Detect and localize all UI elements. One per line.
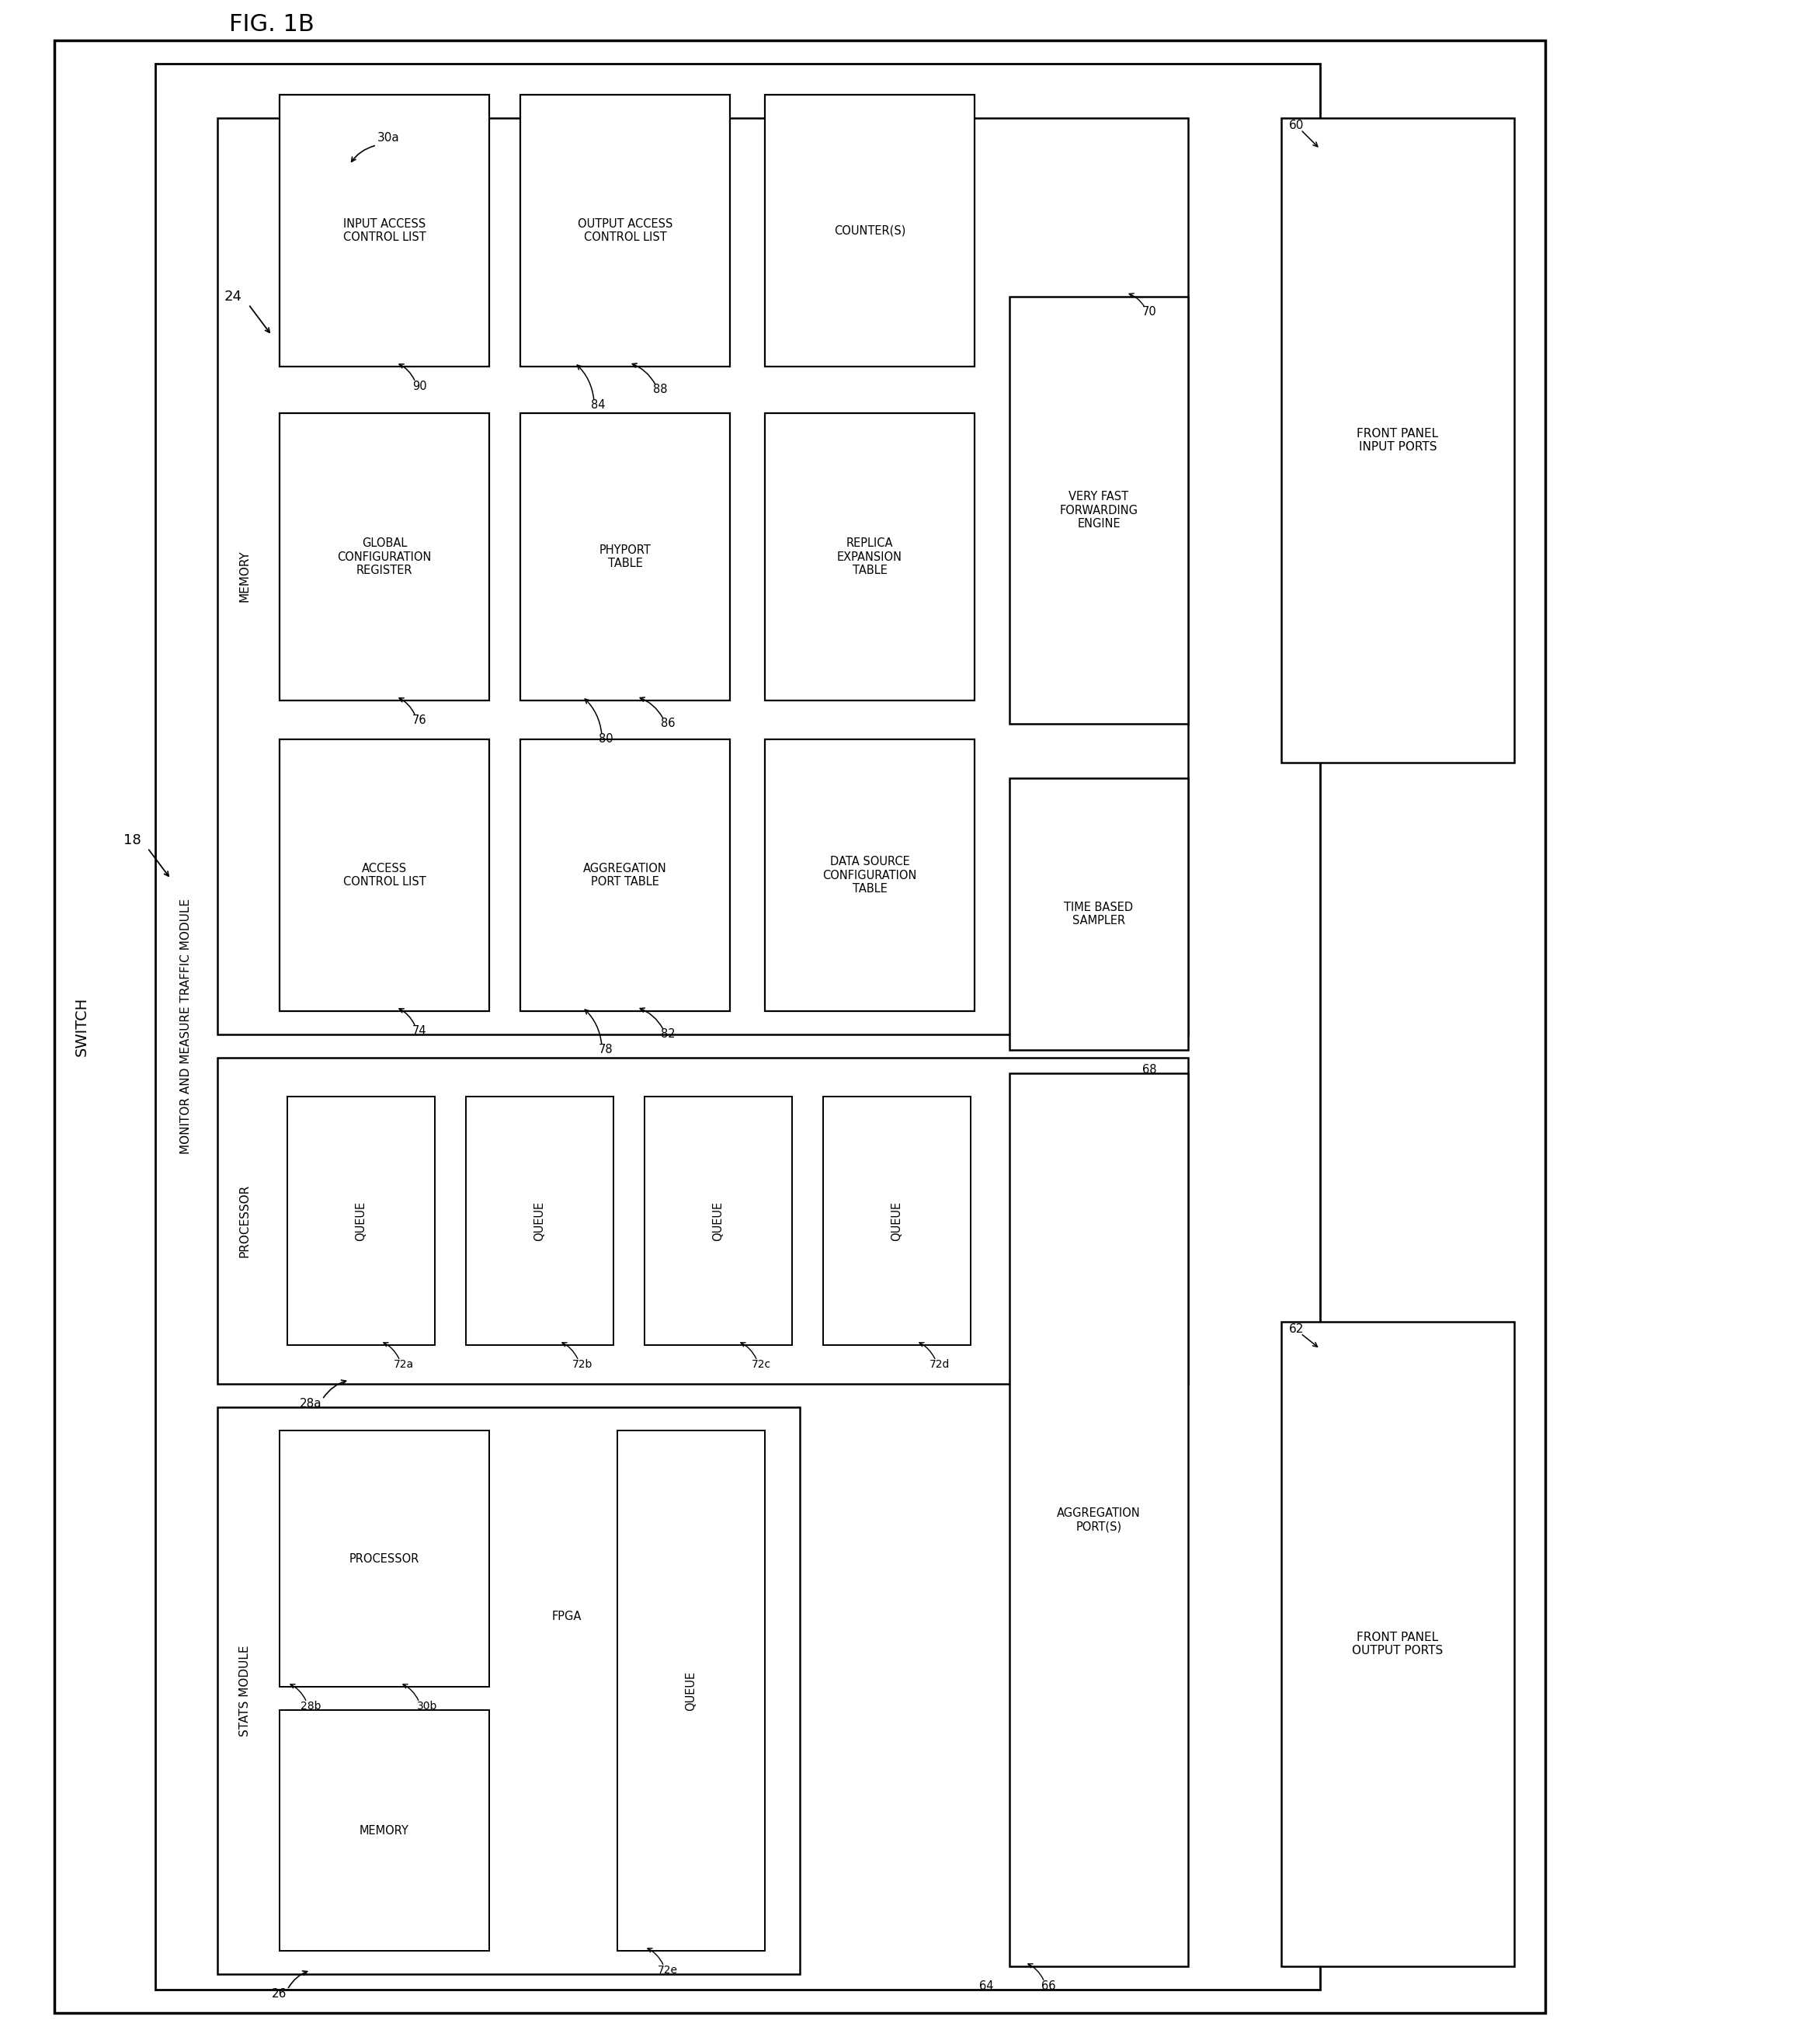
FancyBboxPatch shape	[217, 1406, 800, 1975]
Text: 80: 80	[599, 734, 613, 746]
Text: MONITOR AND MEASURE TRAFFIC MODULE: MONITOR AND MEASURE TRAFFIC MODULE	[181, 899, 192, 1155]
FancyBboxPatch shape	[520, 94, 730, 366]
FancyBboxPatch shape	[644, 1096, 793, 1345]
Text: 62: 62	[1289, 1325, 1304, 1335]
Text: 86: 86	[660, 717, 674, 730]
FancyBboxPatch shape	[766, 94, 975, 366]
Text: TIME BASED
SAMPLER: TIME BASED SAMPLER	[1065, 901, 1133, 926]
FancyBboxPatch shape	[280, 1711, 489, 1950]
Text: 28b: 28b	[299, 1701, 321, 1711]
Text: 84: 84	[590, 399, 604, 411]
FancyBboxPatch shape	[520, 740, 730, 1012]
Text: 66: 66	[1042, 1981, 1056, 1991]
FancyBboxPatch shape	[1282, 119, 1515, 762]
FancyBboxPatch shape	[280, 740, 489, 1012]
FancyBboxPatch shape	[617, 1431, 766, 1950]
FancyBboxPatch shape	[823, 1096, 970, 1345]
Text: PROCESSOR: PROCESSOR	[238, 1183, 251, 1257]
Text: QUEUE: QUEUE	[712, 1202, 724, 1241]
Text: DATA SOURCE
CONFIGURATION
TABLE: DATA SOURCE CONFIGURATION TABLE	[823, 856, 916, 895]
Text: MEMORY: MEMORY	[238, 550, 251, 603]
Text: 72d: 72d	[929, 1359, 950, 1369]
Text: 72b: 72b	[572, 1359, 593, 1369]
Text: 72a: 72a	[394, 1359, 414, 1369]
FancyBboxPatch shape	[520, 413, 730, 701]
Text: FRONT PANEL
OUTPUT PORTS: FRONT PANEL OUTPUT PORTS	[1352, 1631, 1443, 1656]
Text: SWITCH: SWITCH	[74, 997, 90, 1057]
Text: QUEUE: QUEUE	[534, 1202, 545, 1241]
Text: FRONT PANEL
INPUT PORTS: FRONT PANEL INPUT PORTS	[1357, 427, 1438, 454]
Text: PROCESSOR: PROCESSOR	[350, 1553, 420, 1564]
Text: INPUT ACCESS
CONTROL LIST: INPUT ACCESS CONTROL LIST	[342, 219, 425, 243]
Text: AGGREGATION
PORT(S): AGGREGATION PORT(S)	[1056, 1506, 1140, 1533]
Text: GLOBAL
CONFIGURATION
REGISTER: GLOBAL CONFIGURATION REGISTER	[337, 538, 432, 576]
Text: 72e: 72e	[658, 1964, 678, 1977]
Text: VERY FAST
FORWARDING
ENGINE: VERY FAST FORWARDING ENGINE	[1060, 491, 1139, 529]
Text: COUNTER(S): COUNTER(S)	[834, 225, 905, 237]
FancyBboxPatch shape	[280, 94, 489, 366]
FancyBboxPatch shape	[280, 1431, 489, 1686]
FancyBboxPatch shape	[1009, 296, 1189, 724]
FancyBboxPatch shape	[156, 63, 1320, 1989]
FancyBboxPatch shape	[287, 1096, 436, 1345]
FancyBboxPatch shape	[766, 740, 975, 1012]
Text: AGGREGATION
PORT TABLE: AGGREGATION PORT TABLE	[583, 863, 667, 887]
Text: 74: 74	[412, 1024, 427, 1036]
Text: 76: 76	[412, 713, 427, 726]
FancyBboxPatch shape	[1282, 1322, 1515, 1966]
FancyBboxPatch shape	[217, 119, 1189, 1034]
Text: QUEUE: QUEUE	[685, 1670, 697, 1711]
Text: 90: 90	[412, 380, 427, 392]
FancyBboxPatch shape	[466, 1096, 613, 1345]
Text: 28a: 28a	[299, 1398, 321, 1408]
Text: STATS MODULE: STATS MODULE	[238, 1645, 251, 1735]
Text: ACCESS
CONTROL LIST: ACCESS CONTROL LIST	[342, 863, 425, 887]
Text: 64: 64	[979, 1981, 993, 1991]
FancyBboxPatch shape	[1009, 779, 1189, 1051]
FancyBboxPatch shape	[766, 413, 975, 701]
FancyBboxPatch shape	[217, 1057, 1189, 1384]
Text: QUEUE: QUEUE	[355, 1202, 368, 1241]
Text: MEMORY: MEMORY	[360, 1825, 409, 1836]
Text: 60: 60	[1289, 121, 1304, 131]
FancyBboxPatch shape	[280, 413, 489, 701]
Text: OUTPUT ACCESS
CONTROL LIST: OUTPUT ACCESS CONTROL LIST	[577, 219, 672, 243]
Text: PHYPORT
TABLE: PHYPORT TABLE	[599, 544, 651, 570]
FancyBboxPatch shape	[1009, 1073, 1189, 1966]
Text: FIG. 1B: FIG. 1B	[230, 14, 314, 37]
Text: 68: 68	[1142, 1063, 1156, 1075]
Text: 30b: 30b	[416, 1701, 437, 1711]
Text: 82: 82	[660, 1028, 674, 1040]
Text: 70: 70	[1142, 307, 1156, 319]
Text: REPLICA
EXPANSION
TABLE: REPLICA EXPANSION TABLE	[837, 538, 902, 576]
FancyBboxPatch shape	[54, 41, 1546, 2013]
Text: 72c: 72c	[751, 1359, 771, 1369]
Text: FPGA: FPGA	[552, 1611, 581, 1623]
Text: 30a: 30a	[377, 131, 400, 143]
Text: 88: 88	[653, 384, 667, 397]
Text: 18: 18	[124, 834, 142, 848]
Text: 78: 78	[599, 1044, 613, 1057]
Text: 26: 26	[273, 1987, 287, 1999]
Text: QUEUE: QUEUE	[891, 1202, 902, 1241]
Text: 24: 24	[224, 290, 242, 305]
